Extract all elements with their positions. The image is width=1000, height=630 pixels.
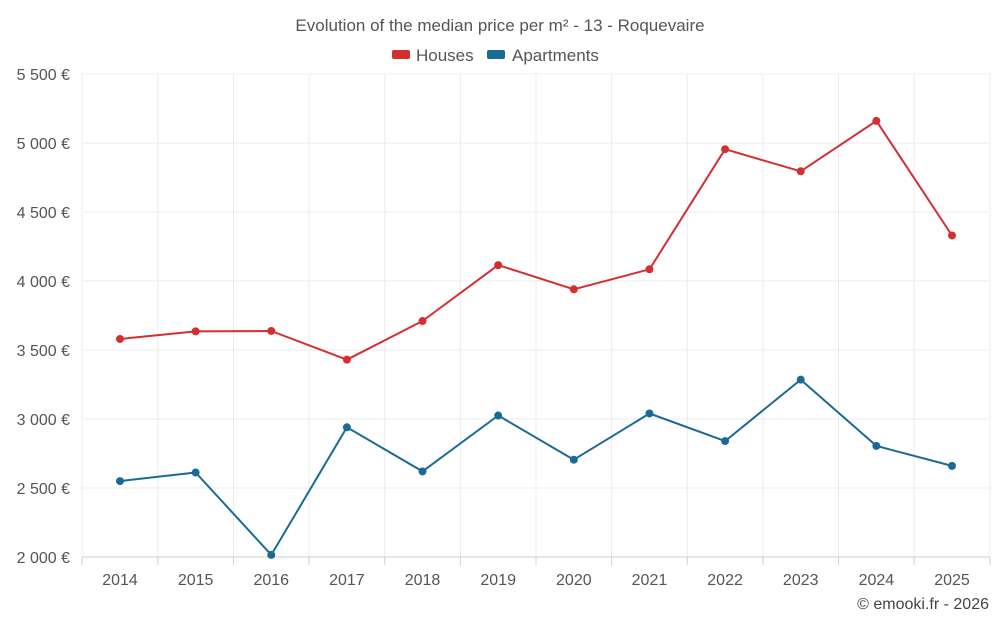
y-tick-label: 2 500 € <box>17 481 70 498</box>
x-tick-label: 2020 <box>556 572 592 589</box>
data-point-apartments[interactable] <box>569 455 578 464</box>
data-point-houses[interactable] <box>116 334 124 343</box>
data-point-houses[interactable] <box>267 326 276 335</box>
data-point-houses[interactable] <box>796 167 805 176</box>
x-tick-label: 2017 <box>329 572 365 589</box>
data-point-apartments[interactable] <box>191 468 200 477</box>
x-tick-label: 2023 <box>783 572 819 589</box>
data-point-houses[interactable] <box>872 116 881 125</box>
data-point-apartments[interactable] <box>116 477 124 486</box>
legend-swatch-apartments <box>487 50 505 59</box>
chart-title: Evolution of the median price per m² - 1… <box>295 16 704 35</box>
legend-item-houses[interactable]: Houses <box>392 46 474 65</box>
y-tick-label: 4 000 € <box>17 274 70 291</box>
legend-item-apartments[interactable]: Apartments <box>487 46 599 65</box>
data-point-apartments[interactable] <box>721 437 730 446</box>
data-point-apartments[interactable] <box>494 411 503 420</box>
x-tick-label: 2022 <box>707 572 743 589</box>
data-point-apartments[interactable] <box>418 467 427 476</box>
axes: 2 000 € 2 500 € 3 000 € 3 500 € 4 000 € 4 500… <box>17 67 991 589</box>
y-tick-label: 2 000 € <box>17 550 70 567</box>
data-point-houses[interactable] <box>645 265 654 274</box>
y-tick-label: 3 500 € <box>17 343 70 360</box>
gridlines <box>81 73 991 558</box>
x-tick-label: 2021 <box>632 572 668 589</box>
data-point-apartments[interactable] <box>796 375 805 384</box>
data-point-apartments[interactable] <box>948 461 956 470</box>
data-point-houses[interactable] <box>342 355 351 364</box>
x-tick-label: 2018 <box>405 572 441 589</box>
x-tick-label: 2025 <box>934 572 970 589</box>
data-point-houses[interactable] <box>948 231 956 240</box>
x-tick-label: 2015 <box>178 572 214 589</box>
x-tick-label: 2014 <box>102 572 138 589</box>
data-point-houses[interactable] <box>569 285 578 294</box>
data-point-apartments[interactable] <box>872 441 881 450</box>
y-tick-label: 3 000 € <box>17 412 70 429</box>
y-tick-label: 5 000 € <box>17 136 70 153</box>
data-point-houses[interactable] <box>721 145 730 154</box>
data-point-apartments[interactable] <box>645 409 654 418</box>
data-point-apartments[interactable] <box>342 423 351 432</box>
data-point-houses[interactable] <box>494 261 503 270</box>
series-line-houses <box>119 119 953 361</box>
data-point-houses[interactable] <box>191 327 200 336</box>
data-point-houses[interactable] <box>418 317 427 326</box>
legend[interactable]: Houses Apartments <box>392 46 599 65</box>
x-tick-label: 2024 <box>859 572 895 589</box>
series-layer <box>116 116 956 559</box>
legend-swatch-houses <box>392 50 410 59</box>
data-point-apartments[interactable] <box>267 550 276 559</box>
y-tick-label: 5 500 € <box>17 67 70 84</box>
legend-label-apartments: Apartments <box>512 46 599 65</box>
y-tick-label: 4 500 € <box>17 205 70 222</box>
legend-label-houses: Houses <box>416 46 474 65</box>
series-line-apartments <box>119 378 953 556</box>
credit-text: © emooki.fr - 2026 <box>857 596 989 613</box>
x-tick-label: 2019 <box>480 572 516 589</box>
x-tick-label: 2016 <box>253 572 289 589</box>
